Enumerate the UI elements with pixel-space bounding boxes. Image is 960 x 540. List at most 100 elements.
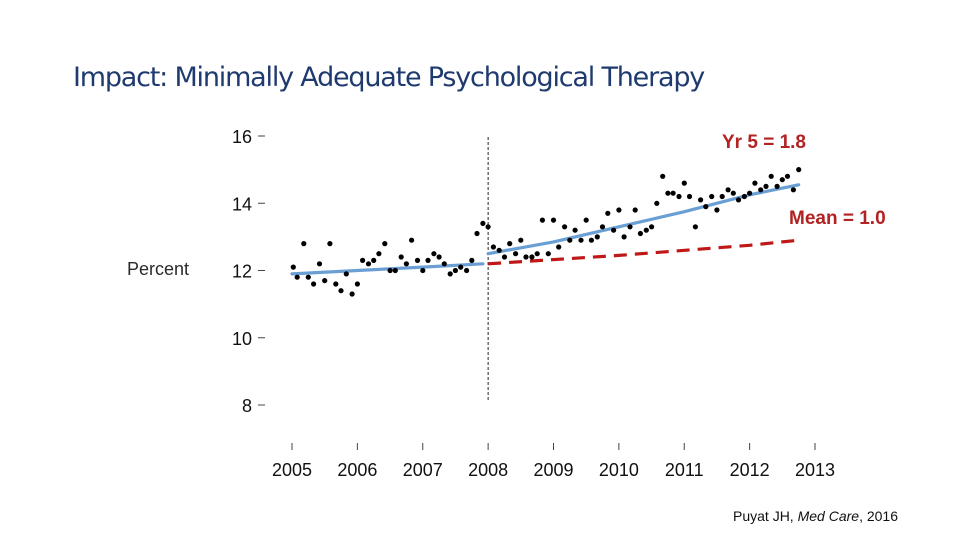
data-point bbox=[763, 183, 769, 189]
data-point bbox=[398, 254, 404, 260]
data-point bbox=[686, 193, 693, 200]
citation: Puyat JH, Med Care, 2016 bbox=[733, 508, 898, 524]
data-point bbox=[392, 267, 398, 274]
data-point bbox=[599, 224, 606, 230]
data-point bbox=[464, 267, 470, 274]
data-point bbox=[605, 210, 611, 216]
trend-annotation: Yr 5 = 1.8 bbox=[722, 132, 806, 153]
data-point bbox=[779, 177, 785, 183]
x-tick-label: 2005 bbox=[272, 460, 312, 480]
data-point bbox=[774, 183, 780, 189]
citation-suffix: , 2016 bbox=[859, 508, 898, 524]
data-point bbox=[562, 224, 568, 230]
post-trend-line bbox=[486, 183, 801, 256]
data-point bbox=[343, 271, 349, 277]
data-point bbox=[518, 237, 524, 243]
citation-prefix: Puyat JH, bbox=[733, 508, 798, 524]
data-point bbox=[371, 257, 377, 263]
data-point bbox=[578, 237, 584, 243]
data-point bbox=[665, 190, 671, 196]
data-point bbox=[594, 234, 600, 240]
data-point bbox=[447, 271, 453, 277]
y-tick-label: 12 bbox=[232, 262, 252, 282]
data-point bbox=[513, 251, 519, 257]
data-point bbox=[490, 244, 496, 250]
data-point bbox=[496, 247, 502, 253]
data-point bbox=[469, 257, 475, 263]
data-point bbox=[725, 187, 731, 193]
y-tick-label: 10 bbox=[232, 329, 252, 349]
data-point bbox=[632, 207, 638, 213]
data-point bbox=[796, 167, 802, 173]
data-point bbox=[572, 227, 578, 233]
data-point bbox=[637, 230, 644, 237]
data-point bbox=[583, 217, 589, 223]
y-tick-label: 14 bbox=[232, 194, 252, 214]
data-point bbox=[539, 217, 546, 223]
data-point bbox=[649, 224, 655, 230]
data-point bbox=[365, 261, 372, 267]
data-point bbox=[529, 254, 535, 260]
data-point bbox=[452, 267, 458, 274]
counterfactual-annotation: Mean = 1.0 bbox=[789, 208, 886, 229]
data-point bbox=[480, 220, 486, 226]
y-tick-label: 8 bbox=[242, 396, 252, 416]
y-tick-label: 16 bbox=[232, 127, 252, 147]
x-tick-label: 2012 bbox=[730, 460, 770, 480]
data-point bbox=[382, 241, 388, 247]
data-point bbox=[501, 254, 508, 260]
data-point bbox=[322, 278, 328, 284]
counterfactual-line bbox=[487, 238, 799, 266]
data-point bbox=[660, 173, 666, 179]
data-point bbox=[409, 237, 415, 243]
data-point bbox=[436, 254, 442, 260]
data-point bbox=[333, 281, 339, 287]
data-point bbox=[425, 257, 431, 263]
data-point bbox=[643, 227, 649, 233]
data-point bbox=[621, 234, 627, 240]
data-point bbox=[758, 187, 764, 193]
data-point bbox=[676, 193, 682, 200]
data-point bbox=[441, 261, 447, 267]
data-point bbox=[523, 254, 529, 260]
data-point bbox=[698, 197, 704, 203]
data-point bbox=[752, 180, 758, 186]
data-point bbox=[431, 251, 437, 257]
slide-title: Impact: Minimally Adequate Psychological… bbox=[73, 62, 705, 93]
data-point bbox=[414, 257, 421, 263]
x-tick-label: 2006 bbox=[337, 460, 377, 480]
data-point bbox=[354, 281, 360, 287]
data-point bbox=[719, 193, 725, 200]
data-point bbox=[556, 244, 562, 250]
citation-journal: Med Care bbox=[797, 508, 860, 524]
data-point bbox=[670, 190, 676, 196]
y-axis-label: Percent bbox=[127, 259, 190, 279]
x-tick-label: 2011 bbox=[665, 460, 704, 480]
data-point bbox=[747, 190, 753, 196]
data-point bbox=[376, 251, 382, 257]
data-point bbox=[534, 251, 540, 257]
data-point bbox=[420, 267, 426, 274]
data-point bbox=[311, 281, 317, 287]
data-point bbox=[790, 187, 797, 193]
data-point bbox=[714, 207, 720, 213]
data-point bbox=[703, 204, 709, 210]
data-point bbox=[709, 193, 715, 200]
data-point bbox=[458, 264, 464, 270]
data-point bbox=[654, 200, 660, 206]
data-point bbox=[338, 288, 344, 294]
data-point bbox=[735, 197, 742, 203]
data-point bbox=[485, 224, 491, 230]
data-point bbox=[403, 261, 409, 267]
data-point bbox=[360, 257, 366, 263]
data-point bbox=[681, 180, 687, 186]
data-point bbox=[611, 227, 617, 233]
x-tick-label: 2010 bbox=[599, 460, 639, 480]
data-point bbox=[290, 264, 296, 270]
x-tick-label: 2013 bbox=[795, 460, 835, 480]
data-point bbox=[692, 224, 699, 230]
data-point bbox=[474, 230, 480, 237]
data-point bbox=[327, 241, 333, 247]
x-tick-label: 2009 bbox=[533, 460, 573, 480]
